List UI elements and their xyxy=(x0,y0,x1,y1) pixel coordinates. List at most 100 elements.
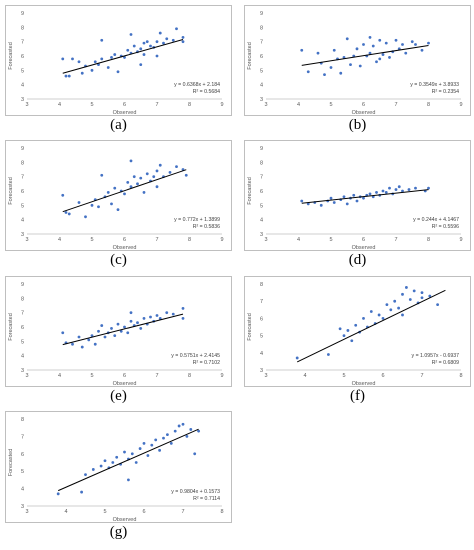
x-axis-title: Observed xyxy=(352,110,376,116)
panel-caption: (e) xyxy=(110,388,127,404)
y-tick-label: 6 xyxy=(260,189,263,195)
data-point xyxy=(420,291,424,294)
data-point xyxy=(339,71,343,75)
x-tick-label: 4 xyxy=(58,102,61,108)
data-point xyxy=(375,60,378,64)
y-axis-title: Forecasted xyxy=(8,42,14,70)
data-point xyxy=(381,189,385,193)
data-point xyxy=(90,334,94,337)
x-tick-label: 9 xyxy=(459,237,462,243)
x-tick-label: 4 xyxy=(58,237,61,243)
data-point xyxy=(362,43,365,46)
data-point xyxy=(134,461,138,464)
x-tick-label: 5 xyxy=(90,102,93,108)
r-squared: R² = 0.2354 xyxy=(432,89,459,95)
y-tick-label: 5 xyxy=(260,334,263,340)
panel-caption: (f) xyxy=(350,388,365,404)
data-point xyxy=(155,54,159,58)
chart-panel: 3 4 5 6 7 8 9 3 4 5 6 7 8 9 Observed Forecasted y = 0.57… xyxy=(5,276,232,407)
data-point xyxy=(158,317,162,320)
data-point xyxy=(181,40,185,44)
trend-equation: y = 0.244x + 4.1467 xyxy=(413,217,459,223)
y-tick-label: 9 xyxy=(21,11,24,17)
data-point xyxy=(142,41,146,45)
y-tick-label: 8 xyxy=(21,25,24,31)
data-point xyxy=(388,186,391,190)
y-tick-label: 4 xyxy=(260,83,263,89)
data-point xyxy=(64,211,68,214)
x-tick-label: 8 xyxy=(188,373,191,379)
x-tick-label: 6 xyxy=(362,237,365,243)
chart-frame xyxy=(5,140,232,251)
x-tick-label: 6 xyxy=(123,237,126,243)
data-point xyxy=(130,452,134,456)
data-point xyxy=(61,331,65,335)
data-point xyxy=(171,312,175,316)
data-point xyxy=(126,331,130,335)
data-point xyxy=(80,490,83,494)
x-tick-label: 4 xyxy=(297,102,300,108)
data-point xyxy=(401,292,404,296)
data-point xyxy=(350,339,354,343)
x-tick-label: 9 xyxy=(220,237,223,243)
y-tick-label: 4 xyxy=(260,351,263,357)
data-point xyxy=(352,193,356,197)
data-point xyxy=(136,182,139,186)
y-tick-label: 8 xyxy=(21,160,24,166)
data-point xyxy=(407,188,411,191)
data-point xyxy=(414,43,417,46)
trend-line xyxy=(62,39,184,74)
data-point xyxy=(368,35,372,39)
data-point xyxy=(389,308,393,312)
panel-caption: (c) xyxy=(110,252,127,268)
y-tick-label: 4 xyxy=(260,218,263,224)
r-squared: R² = 0.7114 xyxy=(193,496,220,502)
data-point xyxy=(77,60,81,64)
data-point xyxy=(168,170,172,174)
chart-panel: 3 4 5 6 7 8 9 3 4 5 6 7 8 9 Observed Forecasted y = 0.24… xyxy=(244,140,471,271)
x-tick-label: 8 xyxy=(427,102,430,108)
x-axis-title: Observed xyxy=(113,245,137,251)
data-point xyxy=(181,35,185,39)
data-point xyxy=(142,441,146,445)
data-point xyxy=(126,181,130,184)
y-tick-label: 7 xyxy=(260,175,263,181)
x-axis-title: Observed xyxy=(113,110,137,116)
data-point xyxy=(113,186,117,190)
data-point xyxy=(378,57,382,61)
data-point xyxy=(142,53,146,56)
data-point xyxy=(97,205,100,209)
chart-frame xyxy=(5,276,232,387)
data-point xyxy=(132,175,136,179)
x-tick-label: 4 xyxy=(297,237,300,243)
data-point xyxy=(93,342,97,346)
x-tick-label: 8 xyxy=(188,237,191,243)
data-point xyxy=(306,70,310,74)
x-tick-label: 5 xyxy=(90,237,93,243)
data-point xyxy=(129,319,133,323)
trend-line xyxy=(301,189,429,204)
data-point xyxy=(146,454,150,457)
data-point xyxy=(77,201,81,204)
data-point xyxy=(71,57,74,61)
scatter-chart: 3 4 5 6 7 8 9 3 4 5 6 7 8 9 Observed Forecasted y = 0.24… xyxy=(247,146,463,251)
data-point xyxy=(106,191,110,194)
y-tick-label: 8 xyxy=(21,296,24,302)
data-point xyxy=(175,27,178,31)
y-tick-label: 6 xyxy=(21,54,24,60)
chart-frame xyxy=(5,411,232,523)
x-axis-title: Observed xyxy=(113,517,137,523)
x-tick-label: 3 xyxy=(25,509,28,515)
trend-line xyxy=(62,313,184,346)
data-point xyxy=(371,44,375,48)
trend-equation: y = 1.0957x - 0.6937 xyxy=(412,353,460,359)
y-tick-label: 6 xyxy=(21,452,24,458)
y-tick-label: 5 xyxy=(21,203,24,209)
data-point xyxy=(158,448,162,452)
data-point xyxy=(126,48,130,52)
scatter-chart: 3 4 5 6 7 8 9 3 4 5 6 7 8 9 Observed Forecasted y = 0.35… xyxy=(247,11,463,116)
x-tick-label: 5 xyxy=(90,373,93,379)
trend-equation: y = 0.3549x + 3.8933 xyxy=(410,82,459,88)
data-point xyxy=(113,53,117,56)
y-tick-label: 7 xyxy=(21,175,24,181)
